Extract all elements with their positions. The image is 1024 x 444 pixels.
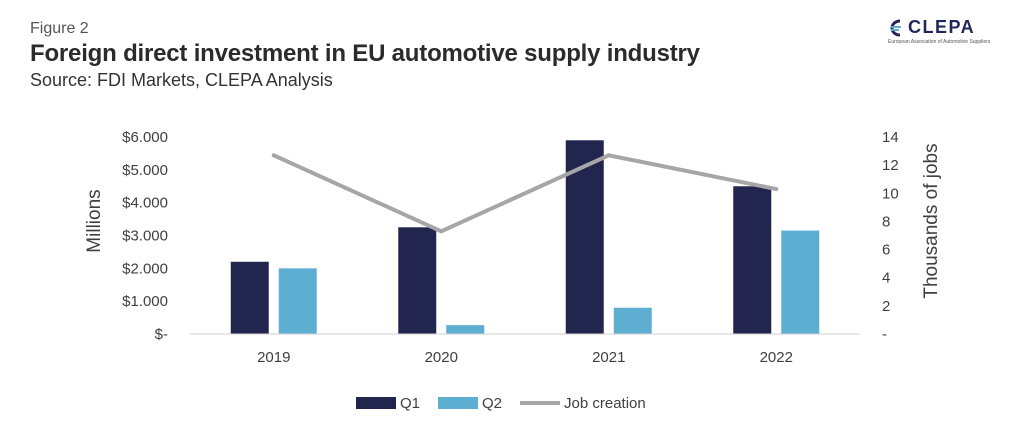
legend-label-job-creation: Job creation (564, 395, 646, 412)
clepa-logo-icon (890, 19, 901, 37)
bar-q1-2020 (398, 227, 437, 334)
bar-q2-2021 (613, 307, 652, 334)
x-tick-label: 2019 (257, 349, 290, 366)
y2-tick-label: - (882, 326, 887, 343)
y2-tick-label: 10 (882, 185, 899, 202)
logo-name: CLEPA (908, 17, 976, 37)
figure-label: Figure 2 (30, 20, 89, 37)
y-tick-label: $1.000 (122, 293, 168, 310)
y-axis-title: Millions (84, 189, 105, 252)
legend-label-q2: Q2 (482, 395, 502, 412)
y2-tick-label: 14 (882, 129, 899, 146)
line-point-2020 (439, 229, 444, 234)
axes-group: $- $1.000 $2.000 $3.000 $4.000 $5.000 $6.000 - 2… (84, 129, 942, 366)
x-tick-label: 2022 (760, 349, 793, 366)
y-tick-label: $- (155, 326, 168, 343)
y-tick-label: $4.000 (122, 195, 168, 212)
bar-q1-2022 (733, 186, 772, 334)
bar-q2-2019 (278, 268, 317, 334)
bar-q2-2022 (781, 230, 820, 334)
bar-q1-2021 (565, 140, 604, 334)
y2-tick-label: 8 (882, 213, 890, 230)
y-tick-label: $6.000 (122, 129, 168, 146)
legend-label-q1: Q1 (400, 395, 420, 412)
bars-group (230, 140, 820, 334)
logo-tagline: European Association of Automotive Suppl… (888, 39, 991, 45)
bar-q2-2020 (446, 325, 485, 334)
y-tick-label: $3.000 (122, 228, 168, 245)
y2-tick-label: 2 (882, 298, 890, 315)
chart-source: Source: FDI Markets, CLEPA Analysis (30, 70, 333, 90)
legend-swatch-q1 (356, 397, 396, 409)
line-point-2019 (271, 153, 276, 158)
y-tick-label: $2.000 (122, 260, 168, 277)
y-tick-label: $5.000 (122, 162, 168, 179)
y2-axis-title: Thousands of jobs (921, 143, 942, 298)
x-tick-label: 2020 (425, 349, 458, 366)
legend: Q1 Q2 Job creation (356, 395, 646, 412)
y2-tick-label: 12 (882, 157, 899, 174)
line-group (271, 153, 779, 234)
chart-title: Foreign direct investment in EU automoti… (30, 40, 700, 67)
clepa-logo: CLEPA European Association of Automotive… (886, 17, 1016, 49)
line-point-2022 (774, 187, 779, 192)
y2-tick-label: 4 (882, 270, 890, 287)
y2-tick-label: 6 (882, 242, 890, 259)
legend-swatch-q2 (438, 397, 478, 409)
line-point-2021 (606, 153, 611, 158)
x-tick-label: 2021 (592, 349, 625, 366)
line-job-creation (272, 153, 777, 234)
bar-q1-2019 (230, 261, 269, 334)
